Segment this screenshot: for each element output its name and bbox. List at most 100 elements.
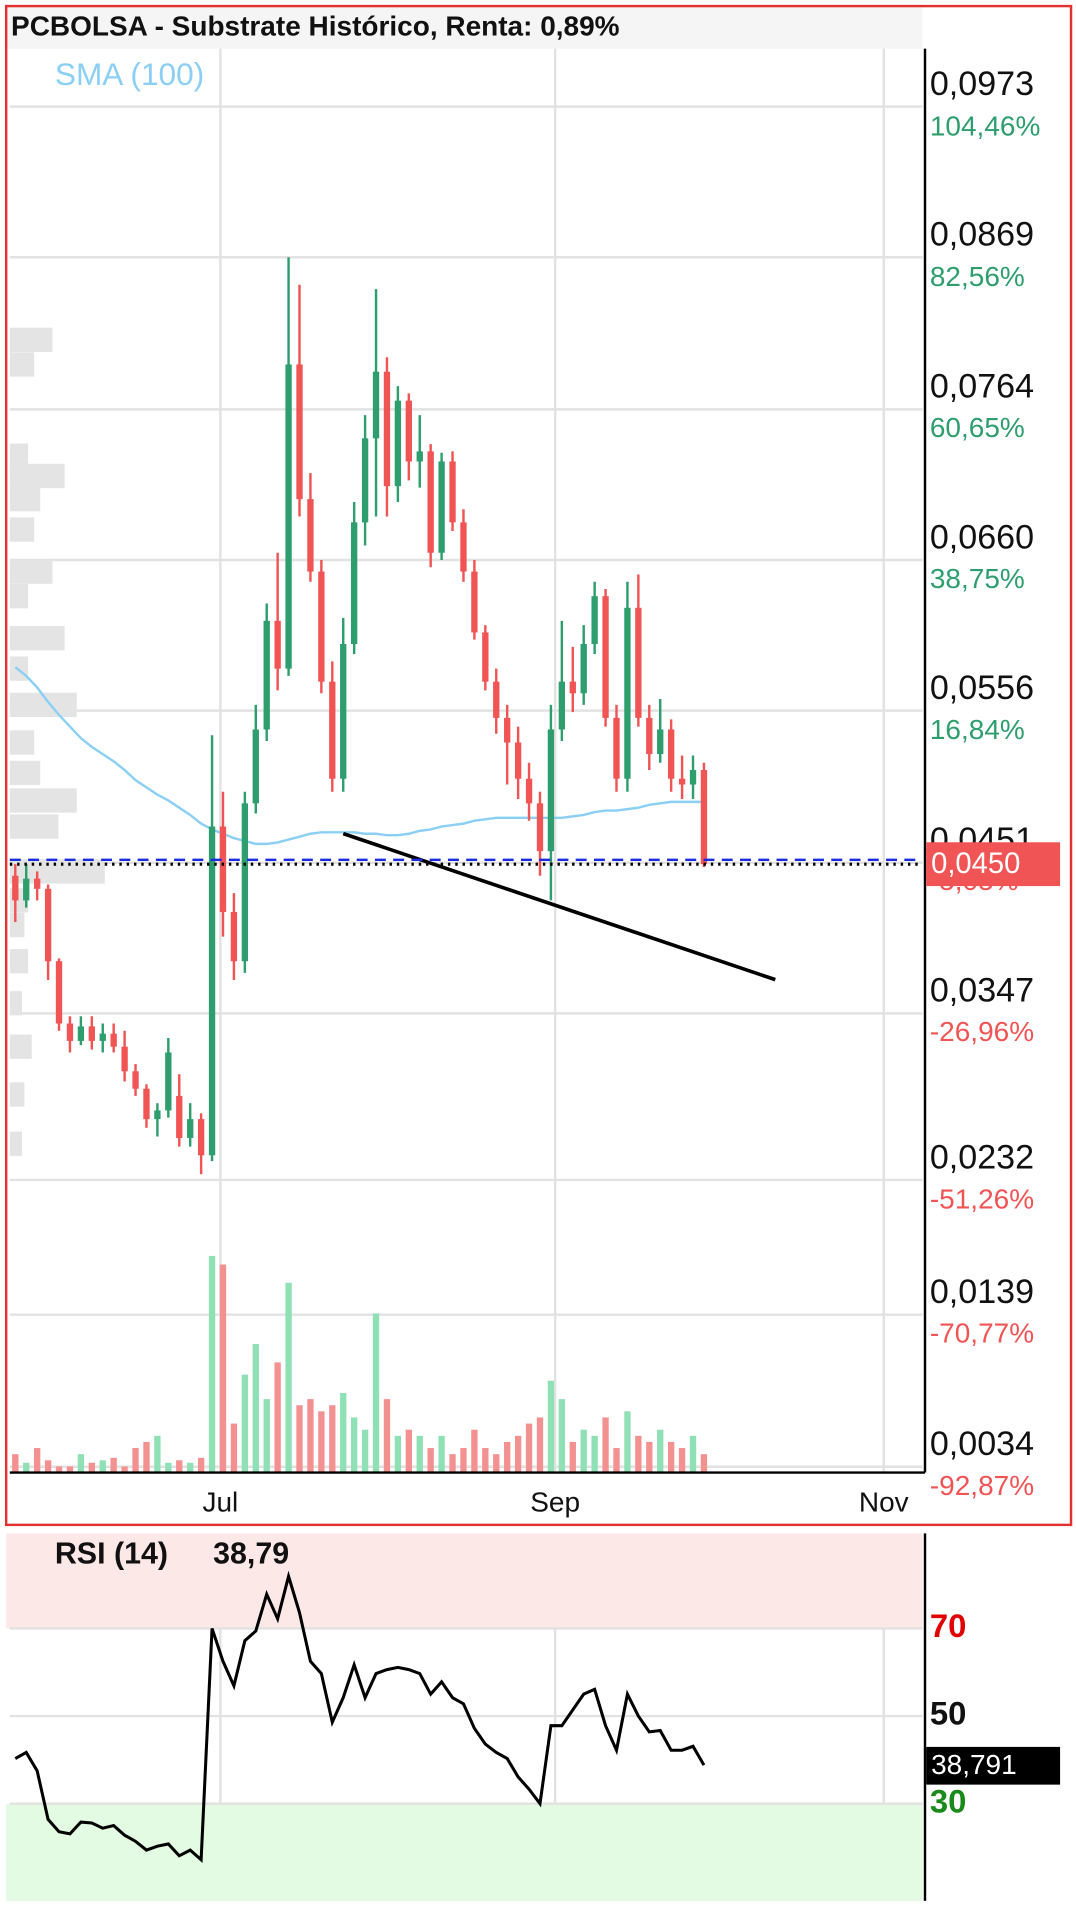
x-tick-label: Jul [202, 1487, 238, 1518]
trend-line [342, 831, 776, 982]
y-tick-label: 0,0347 [930, 972, 1034, 1010]
volume-bar [208, 1255, 216, 1473]
candle-body [493, 681, 500, 718]
candle-body [296, 364, 303, 500]
volume-bar [569, 1441, 576, 1473]
volume-bar [591, 1435, 598, 1473]
volume-profile-bar [9, 814, 59, 839]
candle-body [132, 1071, 139, 1089]
title-bar [6, 6, 923, 49]
rsi-last-tag [926, 1746, 1061, 1785]
volume-bar [230, 1423, 238, 1473]
candle-body [350, 522, 358, 645]
y-tick-label: 0,0764 [930, 368, 1034, 406]
candle-body [536, 803, 544, 852]
candle-body [121, 1046, 128, 1072]
volume-bar [66, 1466, 74, 1473]
volume-bar [372, 1313, 380, 1473]
volume-bar [657, 1429, 664, 1473]
volume-bar [536, 1417, 544, 1473]
volume-bar [525, 1423, 533, 1473]
volume-bar [471, 1429, 478, 1473]
candle-body [558, 681, 566, 730]
rsi-title: RSI (14) [55, 1536, 168, 1570]
candle-body [700, 770, 708, 865]
volume-bar [23, 1462, 30, 1473]
candle-body [154, 1110, 161, 1120]
candle-body [405, 400, 412, 462]
x-tick-label: Sep [530, 1487, 580, 1518]
candle-body [165, 1052, 172, 1111]
volume-bar [252, 1344, 259, 1473]
volume-bar [438, 1435, 445, 1473]
candle-body [525, 778, 533, 804]
volume-bar [602, 1417, 609, 1473]
candle-body [667, 729, 675, 779]
candle-body [471, 571, 478, 633]
volume-bar [44, 1460, 52, 1473]
candle-body [580, 644, 587, 694]
candle-body [263, 620, 270, 730]
candle-body [394, 400, 402, 487]
frame [4, 4, 1073, 1527]
candle-body [187, 1119, 194, 1138]
volume-profile-bar [9, 559, 53, 584]
volume-profile-bar [9, 949, 29, 974]
candle-body [504, 717, 511, 743]
volume-profile-bar [9, 991, 23, 1016]
volume-bar [307, 1399, 314, 1473]
y-tick-label: 70 [930, 1607, 967, 1644]
volume-profile-bar [9, 1131, 23, 1156]
volume-bar [361, 1429, 369, 1473]
volume-bar [635, 1435, 642, 1473]
candle-body [547, 729, 555, 852]
volume-profile-bar [9, 584, 29, 609]
volume-bar [318, 1411, 325, 1473]
volume-bar [558, 1399, 566, 1473]
candle-body [12, 875, 19, 901]
candle-body [624, 607, 631, 779]
volume-bar [110, 1457, 117, 1473]
volume-bar [350, 1417, 358, 1473]
volume-bar [700, 1454, 708, 1473]
volume-bar [416, 1435, 423, 1473]
volume-bar [547, 1380, 555, 1473]
volume-bar [12, 1454, 19, 1473]
y-tick-label: 0,0139 [930, 1273, 1034, 1311]
volume-bar [99, 1460, 106, 1473]
x-tick-label: Nov [859, 1487, 909, 1518]
candle-body [99, 1033, 106, 1041]
candle-body [689, 770, 697, 785]
y-tick-label: 30 [930, 1782, 967, 1819]
volume-bar [405, 1429, 412, 1473]
y2-tick-label: 16,84% [930, 714, 1025, 745]
chart-title: PCBOLSA - Substrate Histórico, Renta: 0,… [11, 10, 620, 41]
y-tick-label: 0,0232 [930, 1138, 1034, 1176]
y2-tick-label: -51,26% [930, 1183, 1034, 1214]
volume-bar [493, 1454, 500, 1473]
candle-body [361, 438, 369, 523]
candle-body [208, 826, 216, 1156]
candle-body [318, 571, 325, 682]
volume-bar [449, 1454, 456, 1473]
volume-profile-bar [9, 1034, 32, 1059]
candle-body [416, 451, 423, 462]
rsi-current: 38,79 [213, 1536, 289, 1570]
candle-body [372, 371, 380, 439]
y2-tick-label: -92,87% [930, 1470, 1034, 1501]
volume-bar [154, 1435, 161, 1473]
volume-profile-bar [9, 486, 41, 512]
last-price-label: 0,0450 [931, 848, 1020, 880]
volume-bar [176, 1460, 183, 1473]
candle-body [602, 596, 609, 718]
candle-body [591, 596, 598, 645]
candle-body [635, 607, 642, 718]
y2-tick-label: 38,75% [930, 563, 1025, 594]
legend-sma: SMA (100) [55, 56, 204, 92]
volume-profile-bar [9, 912, 25, 938]
volume-bar [187, 1462, 194, 1473]
volume-bar [646, 1441, 653, 1473]
volume-bar [460, 1448, 467, 1473]
y2-tick-label: 104,46% [930, 110, 1040, 141]
